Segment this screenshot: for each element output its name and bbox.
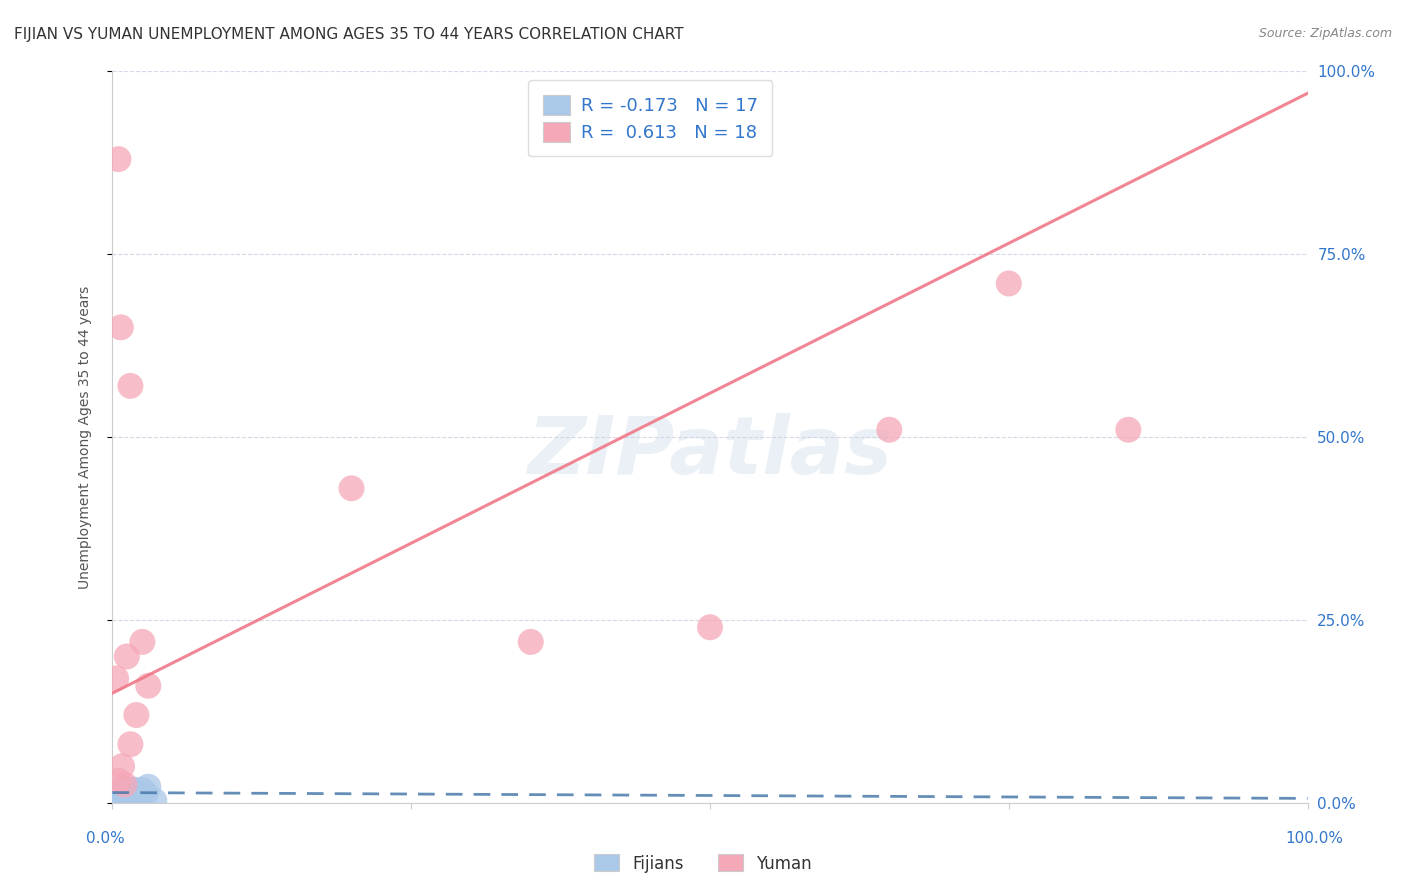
Point xyxy=(135,787,157,801)
Legend: Fijians, Yuman: Fijians, Yuman xyxy=(588,847,818,880)
Text: ZIPatlas: ZIPatlas xyxy=(527,413,893,491)
Point xyxy=(699,620,721,634)
Point xyxy=(107,773,129,788)
Point xyxy=(104,792,127,806)
Point xyxy=(110,320,132,334)
Point xyxy=(120,789,142,803)
Point xyxy=(111,759,134,773)
Point xyxy=(128,792,150,806)
Point xyxy=(1118,423,1140,437)
Point xyxy=(110,787,132,801)
Point xyxy=(115,649,138,664)
Point xyxy=(131,782,153,797)
Legend: R = -0.173   N = 17, R =  0.613   N = 18: R = -0.173 N = 17, R = 0.613 N = 18 xyxy=(529,80,772,156)
Point xyxy=(117,782,139,797)
Point xyxy=(125,785,148,799)
Point xyxy=(879,423,901,437)
Point xyxy=(138,679,160,693)
Text: Source: ZipAtlas.com: Source: ZipAtlas.com xyxy=(1258,27,1392,40)
Point xyxy=(131,635,153,649)
Text: 0.0%: 0.0% xyxy=(86,831,125,846)
Point xyxy=(340,481,363,495)
Point xyxy=(125,708,148,723)
Point xyxy=(114,789,135,804)
Point xyxy=(138,780,160,794)
Point xyxy=(105,789,128,804)
Point xyxy=(122,782,145,797)
Point xyxy=(998,277,1021,291)
Text: FIJIAN VS YUMAN UNEMPLOYMENT AMONG AGES 35 TO 44 YEARS CORRELATION CHART: FIJIAN VS YUMAN UNEMPLOYMENT AMONG AGES … xyxy=(14,27,683,42)
Point xyxy=(520,635,543,649)
Point xyxy=(114,781,135,796)
Point xyxy=(107,152,129,166)
Point xyxy=(114,778,135,792)
Text: 100.0%: 100.0% xyxy=(1285,831,1344,846)
Point xyxy=(120,379,142,393)
Y-axis label: Unemployment Among Ages 35 to 44 years: Unemployment Among Ages 35 to 44 years xyxy=(77,285,91,589)
Point xyxy=(120,737,142,751)
Point xyxy=(143,794,166,808)
Point xyxy=(107,785,129,799)
Point xyxy=(105,672,128,686)
Point xyxy=(111,789,134,803)
Point xyxy=(115,785,138,799)
